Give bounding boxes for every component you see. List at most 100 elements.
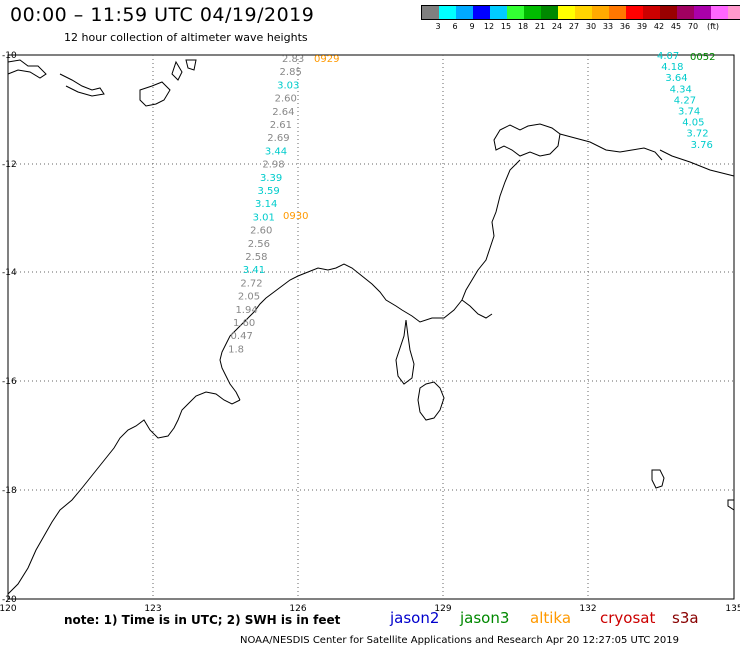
color-scale-tick: 27	[568, 22, 580, 31]
color-scale-swatch	[609, 6, 626, 19]
lon-tick-label: 132	[579, 604, 596, 614]
color-scale-swatch	[694, 6, 711, 19]
coastline	[7, 59, 735, 595]
lat-tick-label: -12	[2, 160, 17, 170]
time-label: 0052	[690, 52, 715, 63]
swh-value-label: 2.61	[270, 120, 292, 131]
color-scale-swatch	[473, 6, 490, 19]
swh-value-label: 1.94	[235, 305, 257, 316]
swh-value-label: 1.60	[233, 318, 255, 329]
lon-tick-label: 120	[0, 604, 17, 614]
color-scale: 3 6 9 12 15 18 21 24 27 30 33 36 39 42 45 70 (ft)	[421, 5, 740, 32]
chart-subtitle: 12 hour collection of altimeter wave hei…	[64, 31, 308, 44]
lon-tick-label: 123	[144, 604, 161, 614]
swh-value-label: 3.76	[691, 140, 713, 151]
swh-value-label: 3.14	[255, 199, 277, 210]
color-scale-bar	[421, 5, 740, 20]
lat-tick-label: -10	[2, 51, 17, 61]
swh-value-label: 4.27	[674, 95, 696, 106]
legend-jason2: jason2	[390, 609, 440, 627]
color-scale-swatch	[728, 6, 740, 19]
swh-value-label: 2.56	[248, 239, 270, 250]
credit-text: NOAA/NESDIS Center for Satellite Applica…	[240, 635, 679, 646]
axis-labels: 120 123 126 129 132 135 -10 -12 -14 -16 -18 -20	[0, 51, 740, 614]
color-scale-swatch	[507, 6, 524, 19]
color-scale-labels: 3 6 9 12 15 18 21 24 27 30 33 36 39 42 45 70 (ft)	[421, 20, 731, 32]
graticule	[8, 55, 734, 599]
swh-value-label: 2.72	[240, 278, 262, 289]
swh-value-label: 2.64	[272, 107, 294, 118]
swh-value-label: 3.72	[686, 129, 708, 140]
swh-value-label: 3.03	[277, 80, 299, 91]
color-scale-swatch	[677, 6, 694, 19]
color-scale-swatch	[643, 6, 660, 19]
color-scale-tick: 45	[670, 22, 682, 31]
color-scale-tick: 6	[452, 22, 458, 31]
lat-tick-label: -18	[2, 486, 17, 496]
color-scale-swatch	[626, 6, 643, 19]
color-scale-swatch	[490, 6, 507, 19]
swh-value-label: 3.44	[265, 146, 287, 157]
swh-value-label: 1.8	[228, 344, 244, 355]
swh-value-label: 2.60	[275, 94, 297, 105]
time-label: 0930	[283, 211, 308, 222]
color-scale-tick: 70	[687, 22, 699, 31]
lon-tick-label: 126	[289, 604, 306, 614]
swh-value-label: 4.05	[682, 118, 704, 129]
swh-value-label: 2.83	[282, 54, 304, 65]
color-scale-swatch	[711, 6, 728, 19]
color-scale-tick: 36	[619, 22, 631, 31]
swh-value-label: 3.39	[260, 173, 282, 184]
color-scale-tick: 30	[585, 22, 597, 31]
swh-value-label: 3.64	[665, 73, 687, 84]
color-scale-tick: 42	[653, 22, 665, 31]
color-scale-tick: 9	[469, 22, 475, 31]
swh-value-label: 2.60	[250, 226, 272, 237]
color-scale-tick: 15	[500, 22, 512, 31]
legend-cryosat: cryosat	[600, 609, 656, 627]
time-label: 0929	[314, 54, 339, 65]
map-frame	[7, 54, 735, 600]
color-scale-swatch	[524, 6, 541, 19]
swh-value-label: 3.01	[253, 212, 275, 223]
swh-value-label: 2.58	[245, 252, 267, 263]
swh-value-label: 3.74	[678, 107, 700, 118]
swh-value-label: 4.18	[661, 62, 683, 73]
swh-value-label: 3.59	[258, 186, 280, 197]
lat-tick-label: -16	[2, 377, 17, 387]
color-scale-swatch	[439, 6, 456, 19]
color-scale-swatch	[541, 6, 558, 19]
swh-value-label: 4.07	[657, 51, 679, 62]
color-scale-swatch	[575, 6, 592, 19]
lon-tick-label: 129	[434, 604, 451, 614]
swh-value-label: 0.47	[231, 331, 253, 342]
color-scale-swatch	[592, 6, 609, 19]
swh-value-label: 4.34	[670, 84, 692, 95]
chart-title: 00:00 – 11:59 UTC 04/19/2019	[10, 4, 315, 26]
color-scale-tick: 24	[551, 22, 563, 31]
color-scale-tick: 18	[517, 22, 529, 31]
track-labels: 2.83 2.85 3.03 2.60 2.64 2.61 2.69 3.44 2.98 3.39…	[228, 51, 715, 355]
lat-tick-label: -14	[2, 268, 17, 278]
lat-tick-label: -20	[2, 595, 17, 605]
swh-value-label: 2.05	[238, 292, 260, 303]
color-scale-swatch	[456, 6, 473, 19]
color-scale-tick: 3	[435, 22, 441, 31]
swh-value-label: 2.98	[262, 160, 284, 171]
color-scale-tick: 21	[534, 22, 546, 31]
color-scale-swatch	[558, 6, 575, 19]
color-scale-swatch	[660, 6, 677, 19]
legend-s3a: s3a	[672, 609, 699, 627]
color-scale-tick: 33	[602, 22, 614, 31]
color-scale-unit: (ft)	[706, 22, 720, 31]
note-text: note: 1) Time is in UTC; 2) SWH is in fe…	[64, 613, 341, 627]
color-scale-tick: 12	[483, 22, 495, 31]
legend-jason3: jason3	[460, 609, 510, 627]
lon-tick-label: 135	[725, 604, 740, 614]
legend-altika: altika	[530, 609, 572, 627]
color-scale-swatch	[422, 6, 439, 19]
swh-value-label: 2.69	[267, 133, 289, 144]
swh-value-label: 2.85	[280, 67, 302, 78]
swh-value-label: 3.41	[243, 265, 265, 276]
